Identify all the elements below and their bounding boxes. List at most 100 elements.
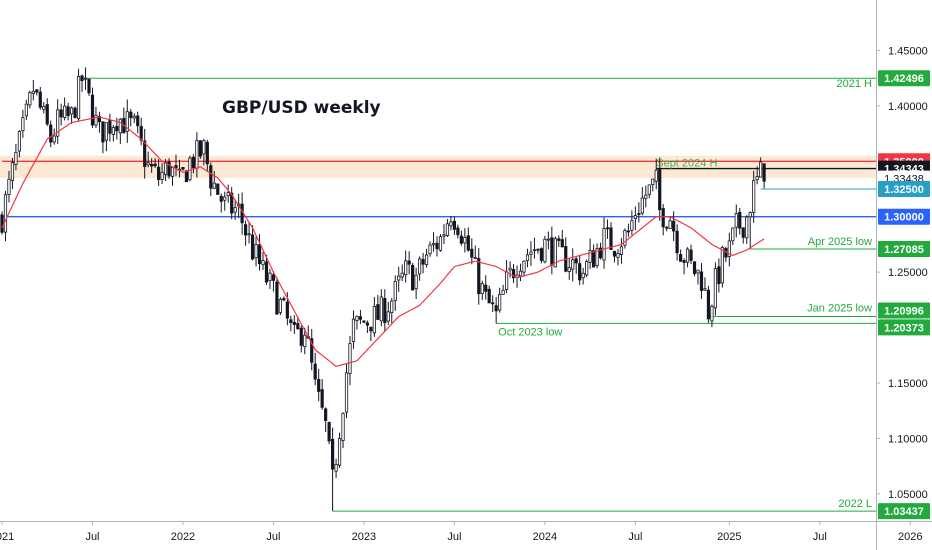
candle [233,199,237,220]
candle-body [254,244,258,259]
annotation-2021-h: 2021 H [837,78,873,90]
candle [313,352,317,386]
candle-body [70,107,74,115]
candle-body [731,227,735,242]
candle [212,170,216,190]
candle-body [24,103,28,117]
candle [414,267,418,300]
candle-body [143,140,147,167]
candle-body [341,413,345,441]
candle [125,99,129,143]
candle [160,163,164,184]
price-tag-label: 1.30000 [884,212,924,224]
candle [250,225,255,261]
candle-body [609,227,613,250]
price-tag-bg [878,208,930,225]
candle-body [626,230,631,233]
candle [449,216,453,231]
candle [282,296,286,302]
candle-body [672,220,676,232]
candle [63,97,67,121]
candle-body [181,167,185,170]
price-tag-1-27085: 1.27085 [878,241,930,258]
candle-body [644,194,648,199]
candle [83,67,88,90]
candle [10,157,15,190]
candle [668,216,672,229]
price-tag-1-42496: 1.42496 [878,70,930,87]
candle [672,211,676,241]
candle-body [438,236,443,251]
candle [543,235,547,264]
candle-body [504,271,509,290]
candle-body [529,251,533,255]
candle [616,249,620,266]
candle-body [21,117,25,132]
x-tick-label: 2021 [0,531,14,543]
candle-body [578,263,582,281]
candle-body [118,118,122,134]
candle [66,102,70,121]
candle [731,227,735,245]
candle-body [539,248,544,261]
candle [76,68,81,121]
candle-body [42,106,46,110]
candle [574,256,578,274]
candle [494,297,498,324]
candle-body [150,163,154,167]
candle-body [230,192,234,214]
candle-body [619,246,624,255]
candle-body [494,305,498,312]
candle [59,103,63,126]
x-tick-label: 2026 [898,531,922,543]
candle [226,184,230,203]
candle [724,246,728,263]
candle [522,260,526,277]
candle [699,263,704,299]
price-tag-label: 1.03437 [884,506,924,518]
candle [146,151,150,168]
chart-title: GBP/USD weekly [222,98,381,118]
candle-body [261,260,265,266]
candle [150,158,154,173]
candle-body [101,121,105,143]
candle-body [66,106,70,117]
candle [498,287,502,313]
candle-body [449,221,453,227]
candle-body [233,207,237,213]
candle-body [115,125,119,132]
candle-body [212,182,216,189]
candle [477,248,481,305]
candle-body [543,238,547,263]
candle-body [369,326,373,332]
candle-body [734,213,738,228]
candle-body [696,269,700,274]
candle-body [393,281,397,301]
candle-body [163,162,168,175]
candle-body [379,296,383,322]
moving-average-line [1,116,765,368]
candle [442,224,446,244]
candle [755,166,759,185]
candle [529,241,533,266]
candle-body [397,275,401,281]
candle-body [257,244,262,265]
candle-body [264,261,269,283]
candle [567,258,571,280]
candle-body [727,240,731,257]
candle-body [546,238,550,241]
candle-body [689,249,693,261]
candle [28,90,32,109]
candle-body [330,438,335,470]
candle [243,220,248,246]
price-tag-bg [878,319,930,336]
candle-body [598,247,603,259]
candle-body [717,266,721,285]
candle [745,215,749,244]
candle [87,78,91,96]
candle [198,140,202,159]
candle [647,184,651,199]
candle-body [351,318,356,342]
price-tag-1-20996: 1.20996 [878,302,930,319]
candle [344,364,349,419]
